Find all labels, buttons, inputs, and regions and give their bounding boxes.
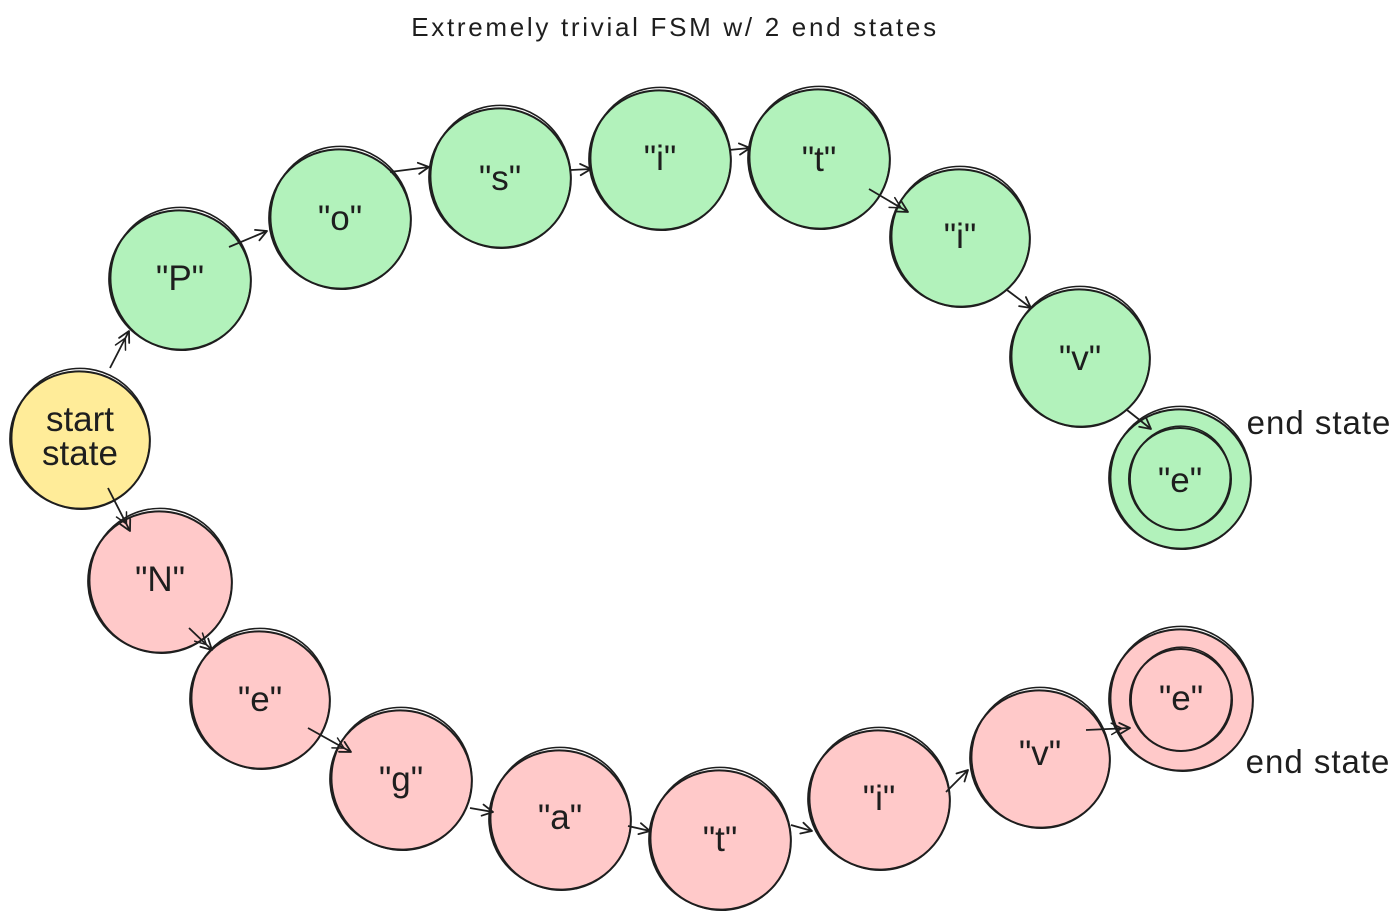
svg-text:start: start <box>46 400 114 439</box>
svg-text:end state: end state <box>1247 404 1392 441</box>
svg-text:"a": "a" <box>538 798 582 837</box>
svg-text:"P": "P" <box>156 259 204 298</box>
svg-text:"v": "v" <box>1059 339 1101 378</box>
svg-text:"g": "g" <box>379 760 423 799</box>
svg-text:"o": "o" <box>318 199 362 238</box>
svg-text:"i": "i" <box>944 217 977 256</box>
svg-text:Extremely trivial FSM w/ 2 end: Extremely trivial FSM w/ 2 end states <box>411 12 939 42</box>
svg-text:"t": "t" <box>802 140 837 179</box>
svg-text:"i": "i" <box>644 139 677 178</box>
svg-text:"e": "e" <box>1158 461 1202 500</box>
svg-text:"t": "t" <box>703 820 738 859</box>
svg-text:"N": "N" <box>135 560 185 599</box>
svg-text:"e": "e" <box>1159 679 1203 718</box>
svg-text:"s": "s" <box>479 159 521 198</box>
svg-text:"e": "e" <box>238 680 282 719</box>
svg-text:"i": "i" <box>863 779 896 818</box>
svg-text:end state: end state <box>1246 743 1391 780</box>
svg-text:state: state <box>42 434 118 473</box>
svg-text:"v": "v" <box>1019 734 1061 773</box>
